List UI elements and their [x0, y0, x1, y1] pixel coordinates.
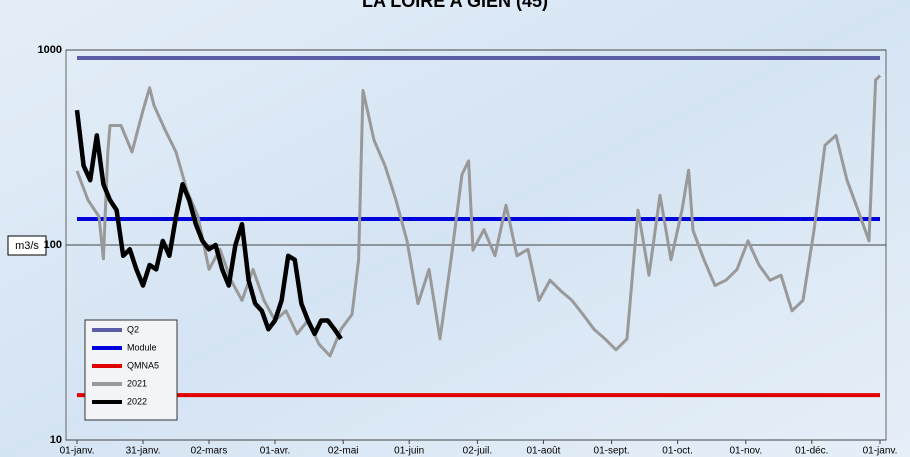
- series-line: [74, 109, 343, 341]
- plot: [66, 49, 886, 441]
- x-tick-label: 02-juil.: [463, 446, 492, 457]
- y-tick-label: 1000: [38, 44, 62, 56]
- legend-label: 2021: [127, 378, 147, 388]
- x-tick-label: 01-sept.: [594, 446, 630, 457]
- x-tick-label: 02-mai: [328, 446, 359, 457]
- x-tick-label: 01-oct.: [662, 446, 693, 457]
- chart-title: LA LOIRE A GIEN (45): [362, 0, 548, 11]
- x-tick-label: 01-déc.: [795, 446, 828, 457]
- x-tick-label: 01-juin: [394, 446, 424, 457]
- x-tick-label: 01-août: [526, 446, 560, 457]
- legend-label: Q2: [127, 324, 139, 334]
- y-axis-label: m3/s: [15, 240, 39, 252]
- ylabel-box: [7, 235, 47, 256]
- x-tick-label: 01-janv.: [863, 446, 898, 457]
- y-tick-label: 10: [50, 434, 62, 446]
- x-tick-label: 02-mars: [191, 446, 228, 457]
- legend-label: 2022: [127, 396, 147, 406]
- x-tick-label: 01-nov.: [729, 446, 762, 457]
- y-tick-label: 100: [44, 239, 62, 251]
- x-tick-label: 31-janv.: [126, 446, 161, 457]
- x-tick-label: 01-janv.: [60, 446, 95, 457]
- legend-label: QMNA5: [127, 360, 159, 370]
- x-tick-label: 01-avr.: [260, 446, 291, 457]
- legend-label: Module: [127, 342, 157, 352]
